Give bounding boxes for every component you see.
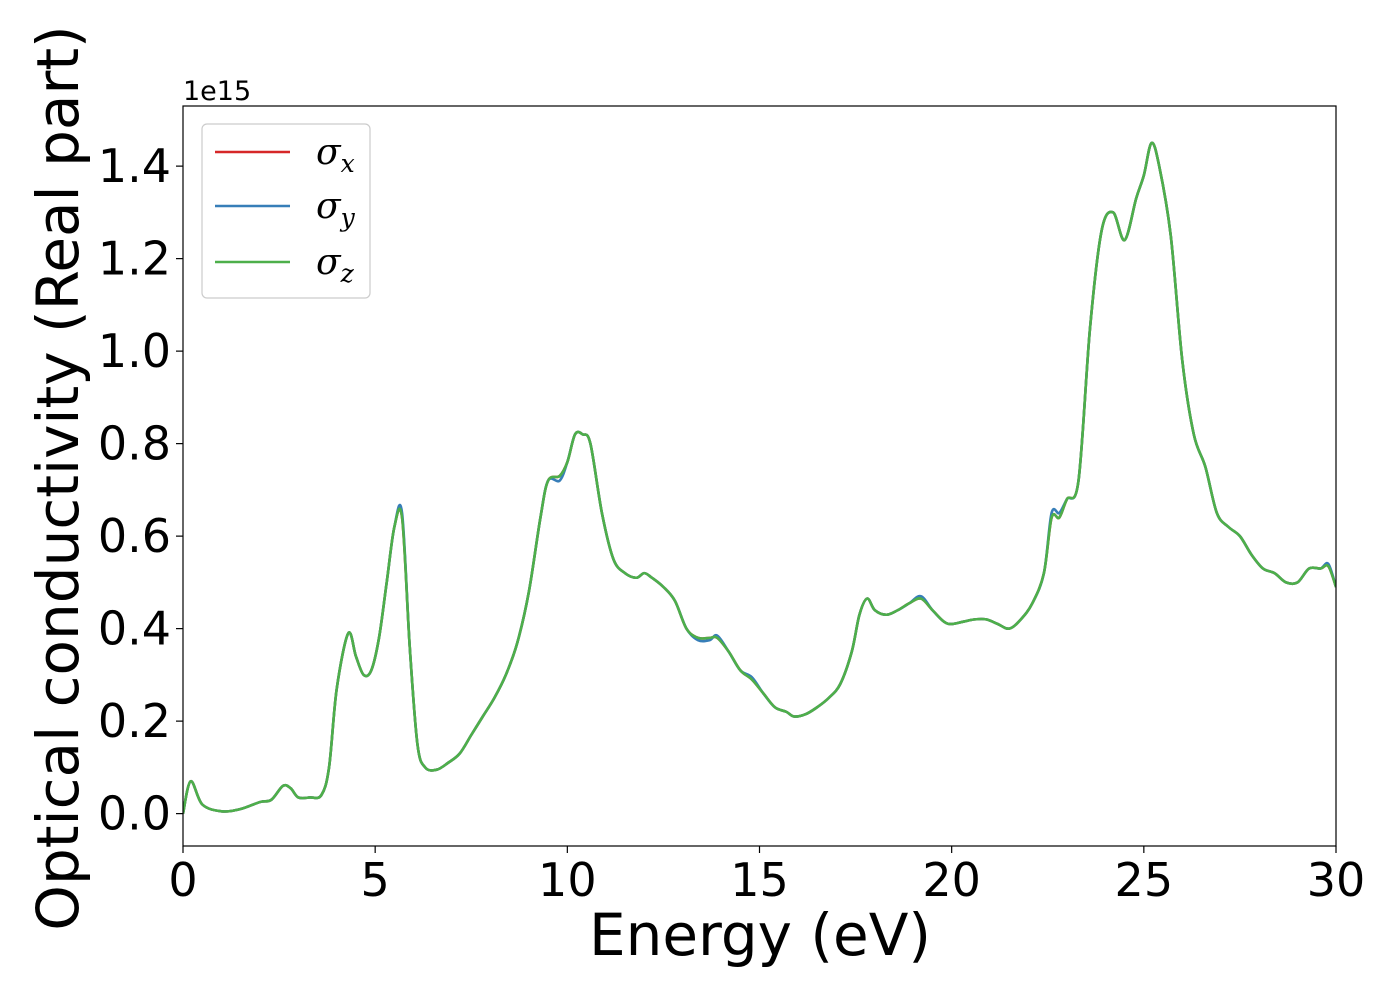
- x-tick-label: 10: [538, 853, 597, 907]
- y-tick-label: 1.0: [98, 324, 171, 378]
- y-tick-label: 0.6: [98, 509, 171, 563]
- x-tick-label: 25: [1115, 853, 1174, 907]
- x-tick-label: 5: [361, 853, 390, 907]
- y-tick-label: 0.4: [98, 602, 171, 656]
- x-tick-label: 20: [922, 853, 981, 907]
- y-axis-title: Optical conductivity (Real part): [24, 25, 92, 930]
- x-tick-label: 0: [168, 853, 197, 907]
- x-tick-label: 15: [730, 853, 789, 907]
- y-tick-label: 0.0: [98, 787, 171, 841]
- y-axis-offset-label: 1e15: [183, 76, 251, 107]
- y-tick-label: 1.4: [98, 139, 171, 193]
- y-tick-label: 1.2: [98, 232, 171, 286]
- x-tick-label: 30: [1307, 853, 1366, 907]
- x-axis-title: Energy (eV): [589, 901, 931, 969]
- y-tick-label: 0.8: [98, 417, 171, 471]
- y-tick-label: 0.2: [98, 694, 171, 748]
